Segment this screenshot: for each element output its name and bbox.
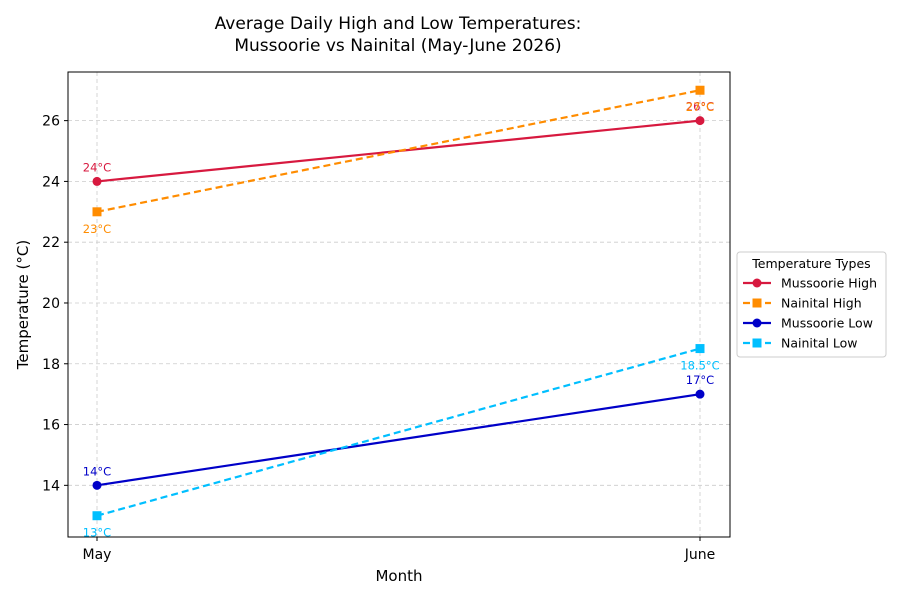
- plot-frame: [67, 71, 731, 538]
- legend-swatch-marker: [752, 338, 762, 348]
- series-line-mussoorie-high: [96, 119, 701, 183]
- y-tick-label: 14: [42, 478, 60, 494]
- data-labels: 24°C 26°C 23°C 27°C 14°C 17°C 13°C 18.5°C: [83, 100, 720, 540]
- legend-swatch-marker: [752, 318, 762, 328]
- data-point-mussoorie-low: [92, 480, 102, 490]
- data-label-mussoorie-high: 24°C: [83, 160, 111, 174]
- grid: [68, 72, 730, 537]
- series-line-nainital-high: [96, 89, 701, 213]
- legend-swatch-marker: [752, 298, 762, 308]
- series-mussoorie-low: [92, 389, 705, 490]
- legend: Temperature Types Mussoorie High Nainital…: [736, 251, 887, 358]
- data-label-nainital-low: 18.5°C: [680, 359, 719, 373]
- series-nainital-low: [92, 344, 705, 521]
- data-label-mussoorie-high: 26°C: [686, 100, 714, 114]
- legend-swatch-marker: [752, 278, 762, 288]
- y-tick-label: 20: [42, 296, 60, 312]
- data-label-nainital-low: 13°C: [83, 526, 111, 540]
- plot-series: [92, 85, 705, 521]
- axis-ticks: 14 16 18 20 22 24 26 May June: [42, 114, 715, 563]
- x-axis-label: Month: [375, 567, 422, 585]
- legend-label: Mussoorie Low: [781, 316, 873, 331]
- x-tick-label: May: [83, 547, 112, 563]
- legend-label: Mussoorie High: [781, 276, 877, 291]
- legend-item-nainital-low: Nainital Low: [743, 336, 858, 351]
- y-axis-label: Temperature (°C): [14, 240, 32, 370]
- chart-title-line-2: Mussoorie vs Nainital (May-June 2026): [234, 36, 561, 56]
- chart-title: Average Daily High and Low Temperatures:…: [215, 14, 582, 56]
- legend-box: [736, 251, 887, 358]
- legend-label: Nainital High: [781, 296, 862, 311]
- series-mussoorie-high: [92, 116, 705, 186]
- y-tick-label: 26: [42, 114, 60, 130]
- y-tick-label: 18: [42, 357, 60, 373]
- chart-title-line-1: Average Daily High and Low Temperatures:: [215, 14, 582, 34]
- legend-item-nainital-high: Nainital High: [743, 296, 862, 311]
- y-tick-label: 16: [42, 418, 60, 434]
- data-point-nainital-low: [92, 511, 102, 521]
- data-point-mussoorie-low: [695, 389, 705, 399]
- data-point-nainital-high: [92, 207, 102, 217]
- data-point-mussoorie-high: [695, 116, 705, 126]
- legend-item-mussoorie-high: Mussoorie High: [743, 276, 877, 291]
- data-label-mussoorie-low: 17°C: [686, 373, 714, 387]
- series-nainital-high: [92, 85, 705, 217]
- data-point-nainital-low: [695, 344, 705, 354]
- data-label-nainital-high: 27°C: [686, 100, 714, 114]
- data-point-nainital-high: [695, 85, 705, 95]
- series-line-mussoorie-low: [96, 393, 701, 487]
- data-point-mussoorie-high: [92, 176, 102, 186]
- y-tick-label: 22: [42, 235, 60, 251]
- y-tick-label: 24: [42, 174, 60, 190]
- data-label-mussoorie-low: 14°C: [83, 464, 111, 478]
- series-line-nainital-low: [96, 347, 701, 517]
- legend-label: Nainital Low: [781, 336, 858, 351]
- legend-item-mussoorie-low: Mussoorie Low: [743, 316, 873, 331]
- data-label-nainital-high: 23°C: [83, 222, 111, 236]
- x-tick-label: June: [684, 547, 716, 563]
- legend-title: Temperature Types: [751, 256, 870, 271]
